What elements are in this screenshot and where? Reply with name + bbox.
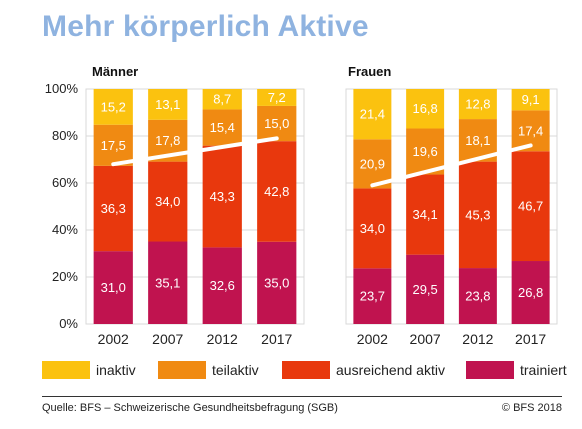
männer-plot-frame: [85, 88, 305, 325]
männer-bar-2012-trainiert: [202, 247, 242, 324]
männer-bar-2007-ausreichend-aktiv: [148, 161, 188, 242]
männer-data-label-2007-teilaktiv: 17,8: [155, 133, 180, 148]
männer-x-tick-label-2007: 2007: [152, 331, 183, 347]
männer-data-label-2007-ausreichend-aktiv: 34,0: [155, 194, 180, 209]
männer-bar-2012-ausreichend-aktiv: [202, 145, 242, 248]
männer-bar-2002-teilaktiv: [93, 124, 133, 166]
männer-data-label-2017-teilaktiv: 15,0: [264, 116, 289, 131]
copyright-note: © BFS 2018: [501, 402, 562, 414]
legend-swatch-ausreichend-aktiv: [282, 361, 330, 379]
frauen-data-label-2017-inaktiv: 9,1: [522, 92, 540, 107]
legend-label-ausreichend-aktiv: ausreichend aktiv: [336, 362, 445, 378]
y-tick-label-0-: 0%: [59, 316, 78, 331]
legend: inaktiv teilaktiv ausreichend aktiv trai…: [42, 360, 567, 382]
frauen-bar-2002-ausreichend-aktiv: [353, 188, 392, 269]
frauen-data-label-2007-inaktiv: 16,8: [412, 101, 437, 116]
y-tick-label-40-: 40%: [52, 222, 78, 237]
frauen-bar-2017-ausreichend-aktiv: [511, 151, 550, 262]
frauen-data-label-2002-teilaktiv: 20,9: [360, 156, 385, 171]
legend-label-teilaktiv: teilaktiv: [212, 362, 259, 378]
legend-label-inaktiv: inaktiv: [96, 362, 136, 378]
frauen-data-label-2007-ausreichend-aktiv: 34,1: [412, 207, 437, 222]
frauen-data-label-2017-teilaktiv: 17,4: [518, 123, 543, 138]
männer-bar-2002-trainiert: [93, 251, 133, 324]
chart-title: Mehr körperlich Aktive: [42, 10, 369, 43]
frauen-bar-2017-trainiert: [511, 261, 550, 324]
frauen-x-tick-label-2007: 2007: [410, 331, 441, 347]
männer-x-tick-label-2002: 2002: [98, 331, 129, 347]
männer-data-label-2002-trainiert: 31,0: [101, 280, 126, 295]
männer-x-tick-label-2017: 2017: [261, 331, 292, 347]
y-tick-label-60-: 60%: [52, 175, 78, 190]
männer-data-label-2002-inaktiv: 15,2: [101, 99, 126, 114]
männer-x-tick-label-2012: 2012: [207, 331, 238, 347]
männer-data-label-2012-teilaktiv: 15,4: [210, 120, 235, 135]
männer-data-label-2002-ausreichend-aktiv: 36,3: [101, 201, 126, 216]
männer-panel-title: Männer: [92, 64, 138, 79]
männer-bar-2017-trainiert: [257, 241, 297, 324]
frauen-bar-2007-ausreichend-aktiv: [406, 174, 445, 255]
frauen-x-tick-label-2002: 2002: [357, 331, 388, 347]
männer-bar-2012-inaktiv: [202, 89, 242, 110]
männer-data-label-2017-trainiert: 35,0: [264, 275, 289, 290]
legend-swatch-trainiert: [466, 361, 514, 379]
frauen-bar-2012-ausreichend-aktiv: [458, 161, 497, 269]
legend-swatch-teilaktiv: [158, 361, 206, 379]
frauen-data-label-2012-trainiert: 23,8: [465, 289, 490, 304]
männer-data-label-2017-ausreichend-aktiv: 42,8: [264, 184, 289, 199]
männer-bar-2017-ausreichend-aktiv: [257, 141, 297, 242]
frauen-data-label-2002-inaktiv: 21,4: [360, 107, 385, 122]
frauen-plot-frame: [345, 88, 558, 325]
legend-swatch-inaktiv: [42, 361, 90, 379]
legend-item-inaktiv: inaktiv: [42, 360, 136, 380]
legend-item-trainiert: trainiert: [466, 360, 567, 380]
legend-label-trainiert: trainiert: [520, 362, 567, 378]
männer-data-label-2007-inaktiv: 13,1: [155, 97, 180, 112]
männer-data-label-2012-trainiert: 32,6: [210, 278, 235, 293]
männer-data-label-2012-ausreichend-aktiv: 43,3: [210, 189, 235, 204]
frauen-panel-title: Frauen: [348, 64, 391, 79]
männer-trend-line: [111, 136, 279, 167]
frauen-data-label-2012-inaktiv: 12,8: [465, 97, 490, 112]
frauen-data-label-2017-trainiert: 26,8: [518, 285, 543, 300]
frauen-bar-2002-inaktiv: [353, 89, 392, 140]
frauen-trend-line: [370, 143, 533, 188]
männer-bar-2007-inaktiv: [148, 89, 188, 120]
legend-item-teilaktiv: teilaktiv: [158, 360, 259, 380]
y-tick-label-20-: 20%: [52, 269, 78, 284]
frauen-data-label-2002-trainiert: 23,7: [360, 289, 385, 304]
footer-divider: [42, 396, 562, 397]
männer-data-label-2012-inaktiv: 8,7: [213, 92, 231, 107]
y-tick-label-100-: 100%: [45, 81, 79, 96]
frauen-bar-2012-trainiert: [458, 268, 497, 324]
frauen-data-label-2002-ausreichend-aktiv: 34,0: [360, 221, 385, 236]
männer-bar-2002-inaktiv: [93, 89, 133, 125]
männer-bar-2017-inaktiv: [257, 89, 297, 106]
frauen-x-tick-label-2012: 2012: [462, 331, 493, 347]
frauen-bar-2002-trainiert: [353, 268, 392, 324]
männer-data-label-2007-trainiert: 35,1: [155, 275, 180, 290]
frauen-bar-2017-inaktiv: [511, 89, 550, 111]
frauen-data-label-2007-teilaktiv: 19,6: [412, 144, 437, 159]
frauen-bar-2007-inaktiv: [406, 89, 445, 129]
frauen-data-label-2012-teilaktiv: 18,1: [465, 133, 490, 148]
frauen-bar-2007-trainiert: [406, 254, 445, 324]
frauen-bar-2012-inaktiv: [458, 89, 497, 120]
legend-item-ausreichend-aktiv: ausreichend aktiv: [282, 360, 445, 380]
männer-bar-2017-teilaktiv: [257, 105, 297, 142]
männer-bar-2007-trainiert: [148, 241, 188, 324]
frauen-x-tick-label-2017: 2017: [515, 331, 546, 347]
frauen-data-label-2007-trainiert: 29,5: [412, 282, 437, 297]
männer-data-label-2002-teilaktiv: 17,5: [101, 138, 126, 153]
frauen-data-label-2017-ausreichend-aktiv: 46,7: [518, 199, 543, 214]
männer-bar-2002-ausreichend-aktiv: [93, 165, 133, 252]
source-note: Quelle: BFS – Schweizerische Gesundheits…: [42, 402, 338, 414]
y-tick-label-80-: 80%: [52, 128, 78, 143]
männer-data-label-2017-inaktiv: 7,2: [268, 90, 286, 105]
frauen-data-label-2012-ausreichend-aktiv: 45,3: [465, 207, 490, 222]
männer-bar-2012-teilaktiv: [202, 109, 242, 146]
